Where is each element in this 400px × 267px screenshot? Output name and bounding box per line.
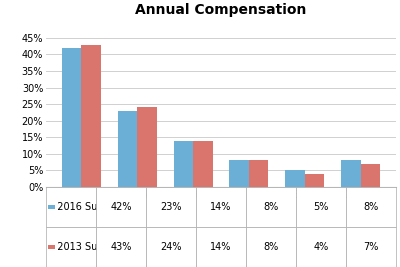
Bar [137,107,157,187]
Bar [118,111,137,187]
Bar [341,160,360,187]
Bar [82,45,101,187]
Bar [285,170,305,187]
Title: Annual Compensation: Annual Compensation [135,3,307,17]
Bar [174,140,193,187]
Bar [305,174,324,187]
Bar [360,164,380,187]
Bar [229,160,249,187]
Bar [193,140,213,187]
Bar [62,48,82,187]
Bar [249,160,268,187]
